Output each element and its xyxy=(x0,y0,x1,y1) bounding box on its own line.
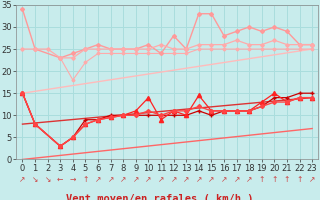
Text: →: → xyxy=(70,175,76,184)
Text: ←: ← xyxy=(57,175,63,184)
Text: ↗: ↗ xyxy=(120,175,126,184)
Text: ↗: ↗ xyxy=(183,175,189,184)
Text: Vent moyen/en rafales ( km/h ): Vent moyen/en rafales ( km/h ) xyxy=(66,194,254,200)
Text: ↑: ↑ xyxy=(271,175,277,184)
Text: ↑: ↑ xyxy=(296,175,303,184)
Text: ↗: ↗ xyxy=(133,175,139,184)
Text: ↗: ↗ xyxy=(95,175,101,184)
Text: ↗: ↗ xyxy=(171,175,177,184)
Text: ↗: ↗ xyxy=(108,175,114,184)
Text: ↗: ↗ xyxy=(158,175,164,184)
Text: ↗: ↗ xyxy=(208,175,215,184)
Text: ↗: ↗ xyxy=(246,175,252,184)
Text: ↗: ↗ xyxy=(233,175,240,184)
Text: ↑: ↑ xyxy=(284,175,290,184)
Text: ↗: ↗ xyxy=(19,175,26,184)
Text: ↗: ↗ xyxy=(145,175,152,184)
Text: ↘: ↘ xyxy=(32,175,38,184)
Text: ↘: ↘ xyxy=(44,175,51,184)
Text: ↑: ↑ xyxy=(82,175,89,184)
Text: ↗: ↗ xyxy=(196,175,202,184)
Text: ↗: ↗ xyxy=(221,175,227,184)
Text: ↑: ↑ xyxy=(259,175,265,184)
Text: ↗: ↗ xyxy=(309,175,315,184)
